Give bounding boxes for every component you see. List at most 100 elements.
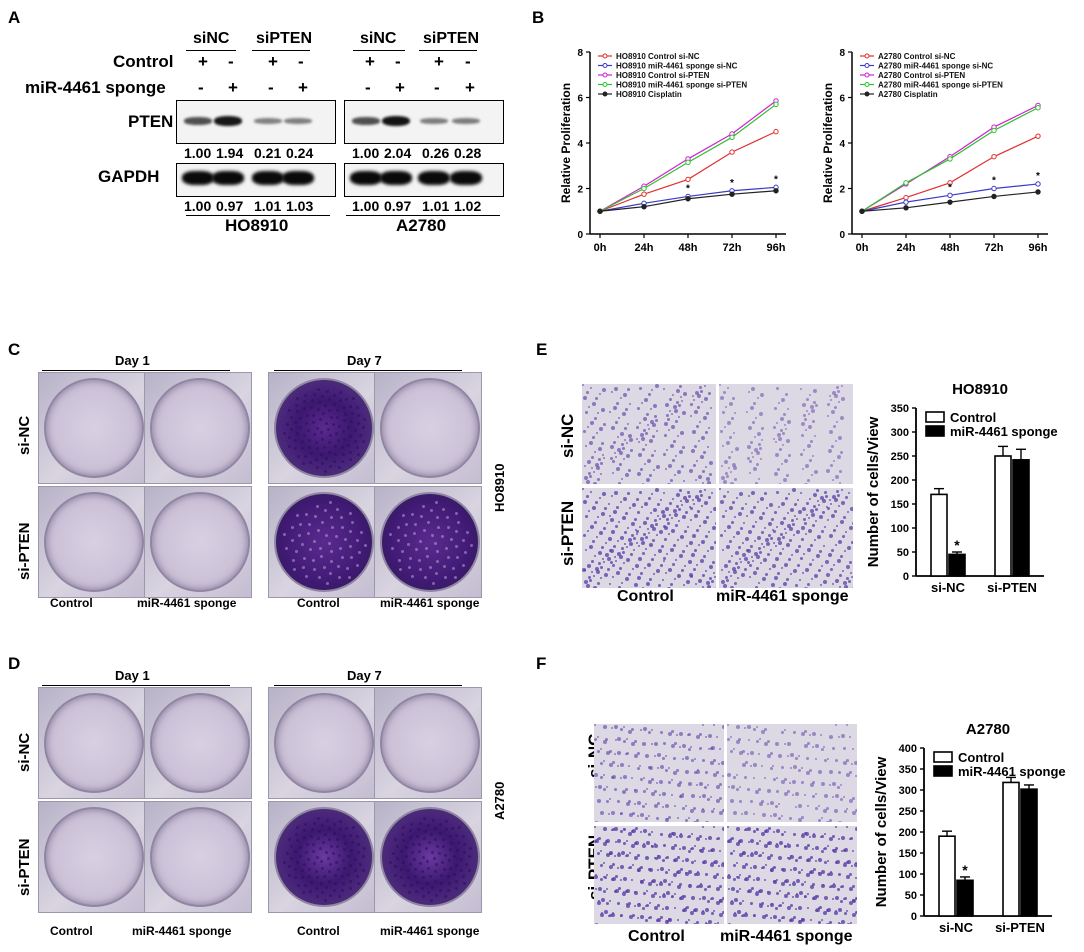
stained-cell	[770, 853, 774, 857]
stained-cell	[825, 506, 828, 509]
colony-speck	[325, 886, 329, 890]
stained-cell	[597, 837, 601, 841]
stained-cell	[851, 864, 854, 867]
stained-cell	[686, 579, 691, 584]
data-point	[991, 193, 997, 200]
stained-cell	[622, 550, 626, 554]
stained-cell	[603, 826, 608, 831]
stained-cell	[629, 437, 634, 442]
stained-cell	[792, 867, 797, 872]
colony-dish-image	[38, 801, 146, 913]
colony-speck	[329, 501, 333, 505]
stained-cell	[617, 887, 621, 891]
stained-cell	[719, 499, 724, 504]
stained-cell	[671, 424, 676, 429]
stained-cell	[823, 491, 827, 495]
colony-speck	[304, 421, 308, 425]
colony-speck	[349, 833, 353, 837]
stained-cell	[594, 923, 598, 924]
stained-cell	[680, 534, 685, 539]
stained-cell	[807, 478, 811, 482]
stained-cell	[698, 884, 703, 889]
stained-cell	[775, 741, 780, 746]
colony-speck	[434, 894, 438, 898]
stained-cell	[722, 445, 724, 447]
stained-cell	[617, 736, 622, 741]
stained-cell	[699, 420, 702, 423]
stained-cell	[841, 919, 846, 924]
colony-speck	[302, 829, 306, 833]
stained-cell	[787, 842, 790, 845]
colony-speck	[350, 555, 354, 559]
data-point	[685, 159, 691, 166]
stained-cell	[721, 580, 725, 584]
stained-cell	[743, 522, 745, 524]
stained-cell	[834, 808, 839, 813]
stained-cell	[778, 753, 783, 758]
stained-cell	[828, 872, 833, 877]
stained-cell	[829, 464, 833, 468]
stained-cell	[616, 540, 619, 543]
stained-cell	[744, 776, 747, 779]
stained-cell	[648, 832, 652, 836]
transwell-col-label-sponge: miR-4461 sponge	[716, 588, 849, 605]
stained-cell	[812, 833, 815, 836]
stained-cell	[670, 413, 673, 416]
stained-cell	[662, 893, 667, 898]
stained-cell	[802, 414, 806, 418]
stained-cell	[784, 879, 789, 884]
stained-cell	[719, 884, 723, 888]
colony-speck	[338, 547, 342, 551]
stained-cell	[846, 874, 851, 879]
y-tick-label: 50	[897, 547, 909, 559]
stained-cell	[682, 584, 685, 587]
legend-marker	[864, 72, 870, 78]
stained-cell	[751, 386, 756, 391]
stained-cell	[744, 726, 747, 729]
stained-cell	[617, 799, 621, 803]
stained-cell	[644, 432, 648, 436]
stained-cell	[724, 471, 728, 475]
stained-cell	[843, 795, 846, 798]
stained-cell	[815, 845, 820, 850]
stained-cell	[685, 857, 690, 862]
colony-speck	[321, 412, 325, 416]
colony-speck	[310, 828, 314, 832]
stained-cell	[738, 853, 743, 858]
stained-cell	[695, 390, 700, 395]
colony-speck	[305, 512, 309, 516]
stained-cell	[595, 397, 598, 400]
stained-cell	[786, 741, 791, 746]
stained-cell	[738, 546, 741, 549]
stained-cell	[682, 743, 687, 748]
colony-speck	[305, 574, 309, 578]
stained-cell	[738, 557, 741, 560]
colony-day-line	[274, 370, 462, 371]
stained-cell	[623, 427, 627, 431]
stained-cell	[811, 512, 816, 517]
stained-cell	[727, 737, 731, 741]
stained-cell	[843, 809, 847, 813]
stained-cell	[788, 527, 793, 532]
stained-cell	[585, 445, 587, 447]
colony-speck	[340, 459, 344, 463]
colony-speck	[302, 400, 306, 404]
stained-cell	[583, 534, 586, 537]
stained-cell	[634, 529, 637, 532]
stained-cell	[772, 563, 777, 568]
stained-cell	[617, 852, 620, 855]
stained-cell	[823, 896, 828, 901]
stained-cell	[651, 894, 655, 898]
stained-cell	[820, 530, 824, 534]
stained-cell	[808, 563, 812, 567]
stained-cell	[783, 528, 786, 531]
stained-cell	[599, 427, 603, 431]
stained-cell	[731, 566, 736, 571]
stained-cell	[809, 733, 812, 736]
colony-speck	[457, 521, 460, 525]
colony-speck	[340, 556, 344, 560]
stained-cell	[682, 894, 686, 898]
stained-cell	[748, 425, 753, 430]
stained-cell	[814, 573, 819, 578]
stained-cell	[741, 541, 744, 544]
